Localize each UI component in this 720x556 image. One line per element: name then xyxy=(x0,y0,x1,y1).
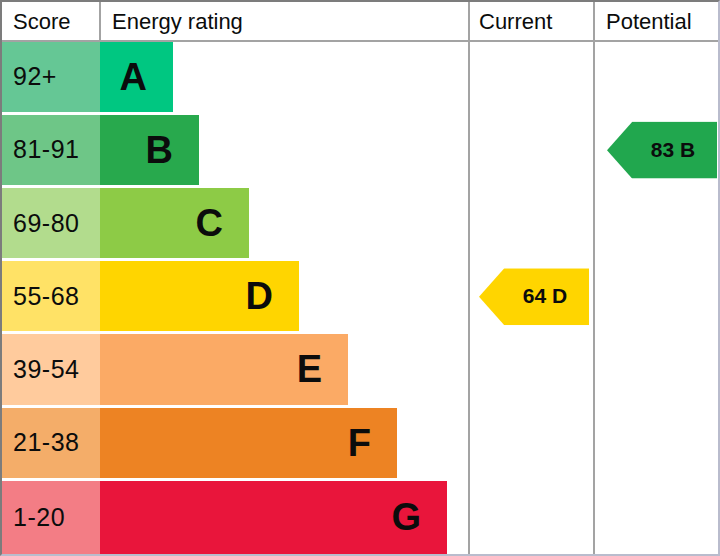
score-range-c: 69-80 xyxy=(2,188,100,258)
score-range-a: 92+ xyxy=(2,42,100,112)
rating-bar-e: E xyxy=(100,334,348,404)
potential-rating-arrow: 83 B xyxy=(607,122,717,179)
rating-bar-g: G xyxy=(100,481,447,554)
score-range-b: 81-91 xyxy=(2,115,100,185)
current-rating-arrow: 64 D xyxy=(479,268,589,325)
rating-bar-f: F xyxy=(100,408,397,478)
epc-rating-chart: Score Energy rating Current Potential 92… xyxy=(0,0,720,556)
rating-letter: G xyxy=(391,498,421,536)
rating-row-g: 1-20 G xyxy=(2,481,718,554)
rating-row-f: 21-38 F xyxy=(2,408,718,481)
rating-bar-b: B xyxy=(100,115,199,185)
score-column-divider xyxy=(99,2,101,40)
rating-letter: E xyxy=(297,350,322,388)
rating-letter: F xyxy=(348,424,371,462)
score-range-g: 1-20 xyxy=(2,481,100,554)
rating-letter: A xyxy=(120,58,147,96)
rating-row-e: 39-54 E xyxy=(2,334,718,407)
rating-row-a: 92+ A xyxy=(2,42,718,115)
rating-letter: C xyxy=(196,204,223,242)
score-column-header: Score xyxy=(13,2,70,40)
rating-bar-a: A xyxy=(100,42,173,112)
rating-bar-c: C xyxy=(100,188,249,258)
rating-bar-d: D xyxy=(100,261,299,331)
score-range-d: 55-68 xyxy=(2,261,100,331)
score-range-e: 39-54 xyxy=(2,334,100,404)
score-range-f: 21-38 xyxy=(2,408,100,478)
current-column-header: Current xyxy=(479,2,552,40)
rating-letter: D xyxy=(246,277,273,315)
rating-rows: 92+ A 81-91 B 83 B 69-80 C 55-68 D 64 D 39-54 E 21-3… xyxy=(2,42,718,555)
rating-letter: B xyxy=(146,131,173,169)
rating-row-b: 81-91 B 83 B xyxy=(2,115,718,188)
rating-row-c: 69-80 C xyxy=(2,188,718,261)
potential-column-header: Potential xyxy=(606,2,692,40)
rating-row-d: 55-68 D 64 D xyxy=(2,261,718,334)
energy-rating-column-header: Energy rating xyxy=(112,2,243,40)
